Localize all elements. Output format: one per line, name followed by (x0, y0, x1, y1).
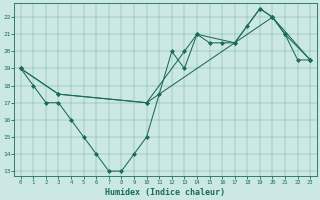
X-axis label: Humidex (Indice chaleur): Humidex (Indice chaleur) (106, 188, 226, 197)
